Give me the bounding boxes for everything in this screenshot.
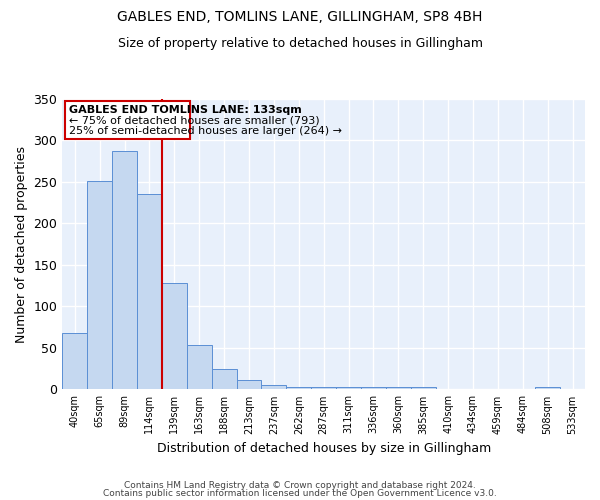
Text: Size of property relative to detached houses in Gillingham: Size of property relative to detached ho…: [118, 38, 482, 51]
Bar: [87, 181, 112, 390]
Bar: [361, 387, 386, 390]
X-axis label: Distribution of detached houses by size in Gillingham: Distribution of detached houses by size …: [157, 442, 491, 455]
Y-axis label: Number of detached properties: Number of detached properties: [15, 146, 28, 342]
Bar: [535, 387, 560, 390]
Bar: [137, 194, 162, 390]
Text: 25% of semi-detached houses are larger (264) →: 25% of semi-detached houses are larger (…: [69, 126, 342, 136]
Bar: [336, 387, 361, 390]
Bar: [212, 368, 236, 390]
Text: ← 75% of detached houses are smaller (793): ← 75% of detached houses are smaller (79…: [69, 116, 320, 126]
Bar: [187, 346, 212, 390]
FancyBboxPatch shape: [65, 100, 190, 139]
Bar: [311, 387, 336, 390]
Bar: [286, 387, 311, 390]
Bar: [411, 387, 436, 390]
Bar: [112, 152, 137, 390]
Text: GABLES END TOMLINS LANE: 133sqm: GABLES END TOMLINS LANE: 133sqm: [69, 105, 302, 115]
Bar: [162, 283, 187, 390]
Text: GABLES END, TOMLINS LANE, GILLINGHAM, SP8 4BH: GABLES END, TOMLINS LANE, GILLINGHAM, SP…: [118, 10, 482, 24]
Bar: [62, 333, 87, 390]
Bar: [236, 380, 262, 390]
Text: Contains public sector information licensed under the Open Government Licence v3: Contains public sector information licen…: [103, 488, 497, 498]
Bar: [386, 387, 411, 390]
Text: Contains HM Land Registry data © Crown copyright and database right 2024.: Contains HM Land Registry data © Crown c…: [124, 481, 476, 490]
Bar: [262, 386, 286, 390]
